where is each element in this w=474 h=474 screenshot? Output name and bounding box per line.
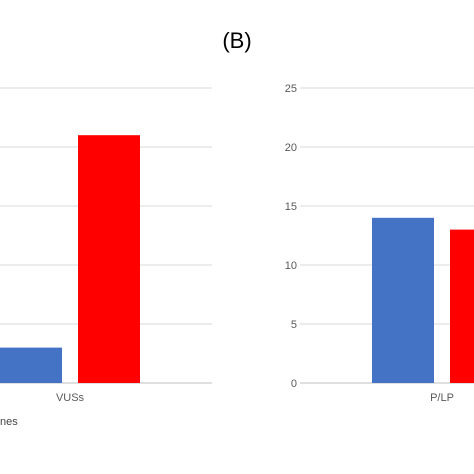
y-tick-label: 15 <box>285 201 297 213</box>
y-tick-label: 0 <box>291 378 297 390</box>
legend-fragment: nes <box>0 416 18 428</box>
bar <box>0 347 62 383</box>
x-tick-label: P/LP <box>430 392 454 404</box>
y-tick-label: 10 <box>285 260 297 272</box>
y-tick-label: 20 <box>285 142 297 154</box>
panel-label-b: (B) <box>222 28 252 53</box>
tick-labels: VUSs 0 5 10 15 20 25 P/LP <box>56 83 454 404</box>
bar <box>372 217 434 383</box>
x-tick-label: VUSs <box>56 392 85 404</box>
y-tick-label: 25 <box>285 83 297 95</box>
y-tick-label: 5 <box>291 319 297 331</box>
bar <box>78 135 140 383</box>
bars <box>0 135 474 383</box>
bar <box>450 229 474 383</box>
